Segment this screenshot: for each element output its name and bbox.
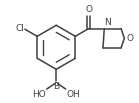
Text: N: N — [104, 18, 111, 27]
Text: HO: HO — [32, 90, 46, 99]
Text: OH: OH — [66, 90, 80, 99]
Text: Cl: Cl — [15, 24, 24, 33]
Text: O: O — [85, 5, 92, 14]
Text: O: O — [126, 34, 133, 43]
Text: B: B — [53, 82, 59, 91]
